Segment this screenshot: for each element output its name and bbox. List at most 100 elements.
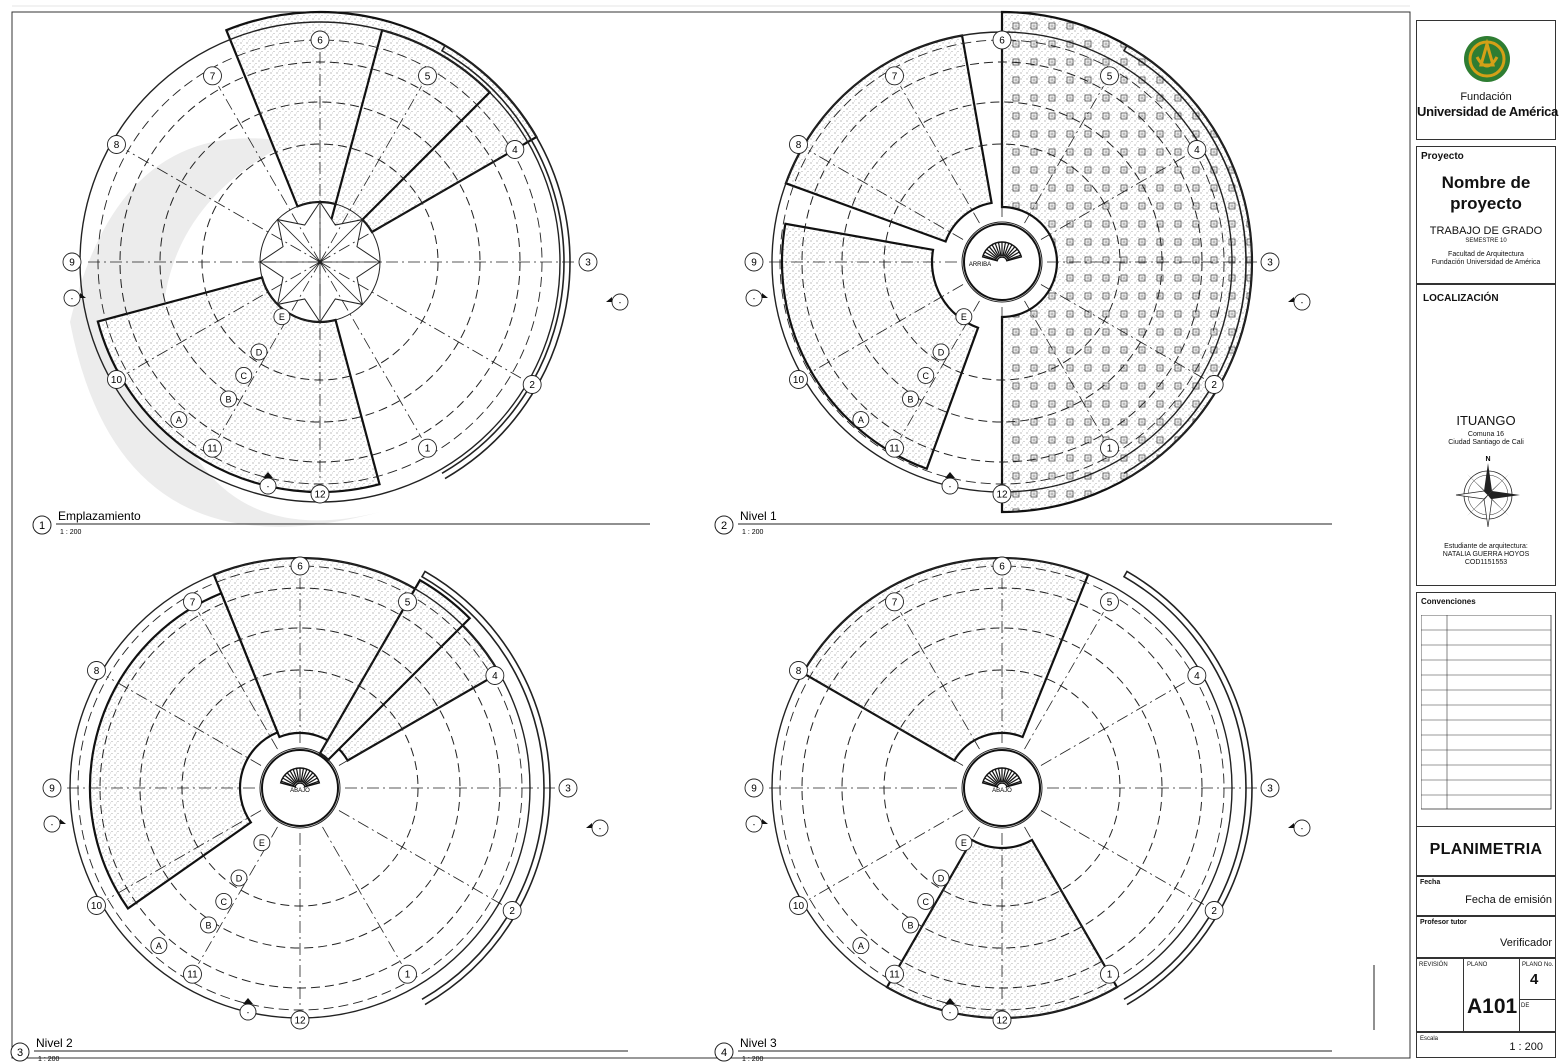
grid-number: 3 [1267,258,1273,269]
sheet-code: A101 [1467,995,1518,1018]
section-arrow [606,297,612,302]
section-marker-label: - [599,824,602,833]
ring-letter: A [858,415,864,425]
conventions-table [1421,615,1552,810]
view-title: Nivel 2 [36,1036,73,1050]
stair-direction-label: ARRIBA [969,262,991,268]
project-name-line1: Nombre de [1441,173,1531,192]
roof-ridge [277,219,321,263]
stair-step [1004,770,1013,784]
ring-letter: E [961,312,967,322]
stair-step [994,769,1001,783]
stair-step [1003,769,1010,783]
stair-step [1006,248,1018,259]
view-scale: 1 : 200 [38,1056,60,1062]
stair-step [1005,772,1016,784]
grid-number: 4 [1194,671,1200,682]
stair-step [984,251,998,260]
ring-bubble [273,308,291,326]
project-label: Proyecto [1421,151,1464,162]
grid-bubble [744,252,764,272]
grid-number: 2 [509,906,515,917]
date-label: Fecha [1420,879,1441,886]
project-box: Proyecto Nombre de proyecto TRABAJO DE G… [1416,146,1556,284]
view-number-bubble [714,515,734,535]
stair-step [1007,254,1021,261]
roof-ridge [277,261,321,305]
grid-bubble [885,438,904,458]
grid-number: 5 [405,597,411,608]
conventions-table-frame [1421,615,1552,810]
stair-step [983,780,997,787]
grid-bubble [42,778,62,798]
ring-bubble [230,869,248,887]
stair-step [997,242,1002,257]
stair-step [1006,774,1018,785]
view-number-bubble [10,1042,30,1062]
grid-number: 12 [996,1016,1008,1027]
section-arrow [586,823,592,828]
stair-step [304,774,316,785]
grid-bubble [992,30,1012,50]
ring-line [961,221,1043,303]
grid-line [1024,85,1104,224]
grid-bubble [505,140,525,159]
stair-step [991,770,1000,784]
stair-step [986,248,998,259]
section-marker-label: - [1301,824,1304,833]
grid-bubble [1187,666,1207,685]
floor-area [88,591,279,910]
stair-step [1004,244,1013,258]
stair-step [1003,243,1010,257]
stair-step [994,243,1001,257]
section-marker-label: - [1301,298,1304,307]
grid-number: 2 [1211,906,1217,917]
grid-bubble [1260,252,1280,272]
grid-bubble [1100,438,1119,458]
grid-number: 6 [999,36,1005,47]
ring-bubble [250,343,268,361]
grid-bubble [885,592,904,612]
grid-number: 6 [297,562,303,573]
stair-step [302,770,311,784]
ring-bubble [150,937,168,955]
ring-letter: D [938,873,945,883]
grid-bubble [1204,901,1224,920]
view-number: 2 [721,520,727,532]
ring-bubble [917,366,935,384]
ring-letter: B [907,920,913,930]
ring-bubble [200,916,217,934]
grid-number: 3 [1267,784,1273,795]
grid-bubble [87,896,106,915]
grid-bubble [62,252,82,272]
ring-bubble [932,343,950,361]
grid-line [338,681,485,766]
title-block: Fundación Universidad de América Proyect… [1412,12,1560,1058]
location-name: ITUANGO [1456,413,1516,428]
ring-bubble [235,366,253,384]
university-logo-icon [1464,36,1510,82]
ring-bubble [955,834,973,852]
grid-bubble [203,66,222,86]
stair-step [986,774,998,785]
grid-bubble [290,1010,310,1030]
floor-area [780,222,980,471]
grid-number: 9 [751,258,757,269]
student-name: NATALIA GUERRA HOYOS [1442,551,1530,558]
view-scale: 1 : 200 [742,529,764,536]
grid-line [126,261,321,374]
view-number: 3 [17,1047,23,1059]
north-label: N [1485,456,1490,463]
grid-number: 11 [889,444,900,455]
grid-bubble [1100,592,1119,612]
scale-box: Escala 1 : 200 [1416,1032,1556,1058]
section-arrow [945,472,955,478]
ring-letter: A [858,941,864,951]
conventions-box: Convenciones [1416,592,1556,828]
ring-letter: A [156,941,162,951]
grid-bubble [789,135,808,154]
ring-letter: E [961,838,967,848]
grid-line [218,261,321,439]
grid-bubble [87,661,106,680]
